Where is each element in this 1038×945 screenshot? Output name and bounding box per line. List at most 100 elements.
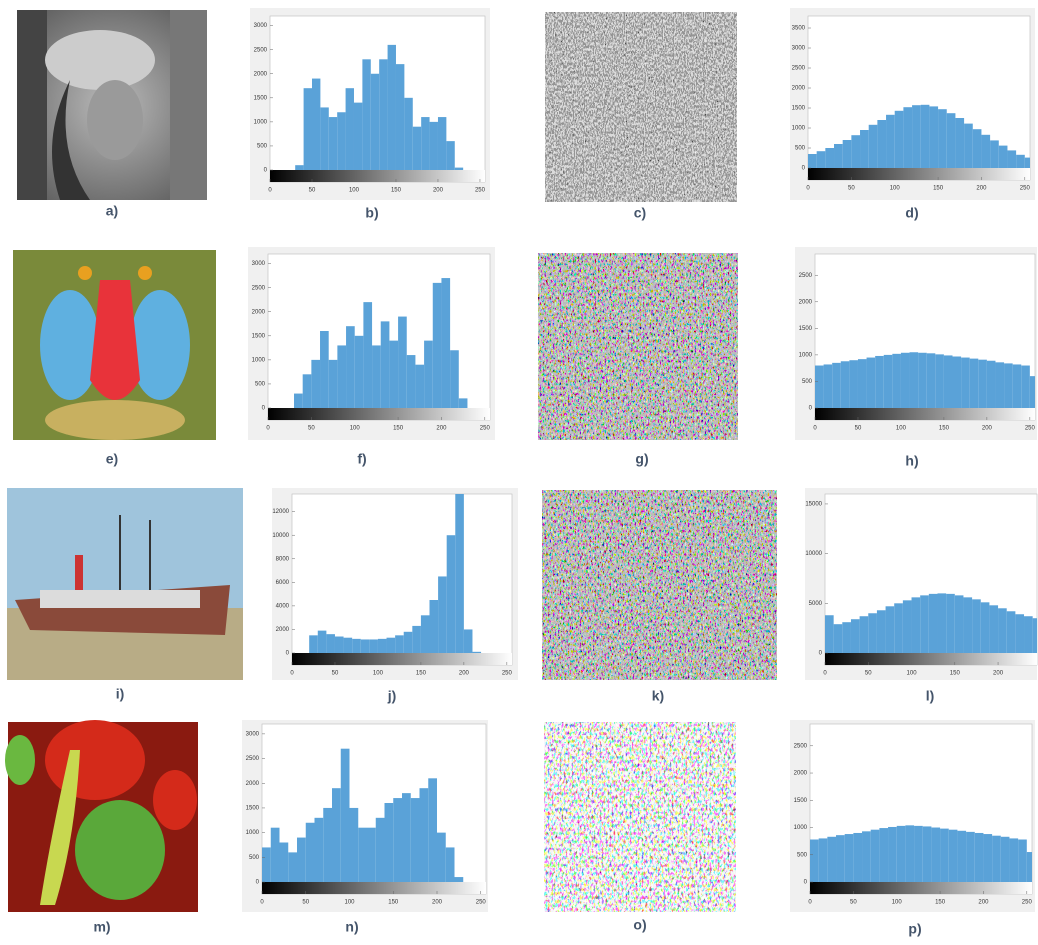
y-tick-label: 8000 — [276, 556, 290, 562]
x-tick-label: 250 — [502, 671, 513, 677]
y-tick-label: 1000 — [252, 357, 266, 363]
bar — [295, 165, 303, 170]
bar — [905, 825, 914, 882]
bar — [938, 109, 947, 168]
bar — [315, 818, 324, 882]
bar — [989, 605, 998, 653]
bar — [853, 833, 862, 882]
x-tick-label: 250 — [475, 188, 486, 194]
bar — [361, 639, 370, 653]
caption: b) — [365, 205, 378, 221]
bar — [329, 117, 337, 170]
bar — [877, 120, 886, 168]
bar — [808, 154, 817, 168]
y-tick-label: 1500 — [254, 95, 268, 101]
bar — [817, 151, 826, 168]
bar — [819, 838, 828, 882]
bar — [868, 613, 877, 653]
y-tick-label: 1500 — [252, 333, 266, 339]
bar — [1007, 150, 1016, 168]
bar — [843, 140, 852, 168]
bar — [990, 140, 999, 168]
y-tick-label: 10000 — [272, 533, 289, 539]
image-encrypted-baboon — [538, 253, 738, 440]
bar — [346, 326, 355, 408]
y-tick-label: 3000 — [252, 261, 266, 267]
bar — [1024, 616, 1033, 653]
caption: l) — [926, 688, 935, 704]
bar — [420, 788, 429, 882]
x-tick-label: 50 — [308, 426, 315, 432]
caption: e) — [106, 451, 118, 467]
image-boat — [7, 488, 243, 680]
bar — [1025, 158, 1030, 168]
bar — [337, 112, 345, 170]
x-tick-label: 100 — [890, 186, 901, 192]
bar — [987, 361, 996, 408]
bar — [935, 354, 944, 408]
bar — [341, 749, 350, 882]
x-tick-label: 250 — [1020, 186, 1031, 192]
x-tick-label: 50 — [855, 426, 862, 432]
gray-strip — [810, 882, 1032, 894]
y-tick-label: 1000 — [792, 126, 806, 132]
y-tick-label: 3500 — [792, 26, 806, 32]
bar — [369, 639, 378, 653]
bar — [407, 355, 416, 408]
bar — [398, 317, 407, 408]
bar — [825, 148, 834, 168]
bar — [875, 356, 884, 408]
bar — [940, 829, 949, 882]
bar — [964, 124, 973, 168]
y-tick-label: 12000 — [272, 509, 289, 515]
bar — [827, 837, 836, 882]
y-tick-label: 3000 — [792, 46, 806, 52]
bar — [903, 600, 912, 653]
bar — [344, 638, 353, 653]
y-tick-label: 2000 — [252, 309, 266, 315]
bar — [1013, 364, 1022, 408]
bar — [824, 364, 833, 408]
bar — [858, 359, 867, 408]
x-tick-label: 150 — [393, 426, 404, 432]
y-tick-label: 2500 — [792, 66, 806, 72]
bar — [955, 595, 964, 653]
bar — [404, 98, 412, 170]
bar — [446, 847, 455, 882]
y-tick-label: 1500 — [794, 798, 808, 804]
gray-strip — [270, 170, 485, 182]
bar — [318, 631, 327, 653]
y-tick-label: 1000 — [794, 825, 808, 831]
bar — [901, 353, 910, 408]
gray-strip — [808, 168, 1030, 180]
histogram: 05001000150020002500050100150200250 — [795, 247, 1037, 440]
y-tick-label: 6000 — [276, 580, 290, 586]
gray-strip — [292, 653, 512, 665]
bar — [433, 283, 442, 408]
caption: j) — [387, 688, 397, 704]
bar — [1009, 838, 1018, 882]
bar — [886, 115, 895, 168]
histogram: 0200040006000800010000120000501001502002… — [272, 488, 518, 680]
y-tick-label: 2500 — [246, 756, 260, 762]
bar — [869, 125, 878, 168]
bar — [354, 103, 362, 170]
bar — [404, 632, 413, 653]
figure: a)b)c)d)e)f)g)h)i)j)k)l)m)n)o)p)05001000… — [0, 0, 1038, 940]
bar — [888, 827, 897, 882]
bar — [326, 634, 335, 653]
bar — [388, 45, 396, 170]
bar — [910, 352, 919, 408]
bar — [912, 105, 921, 168]
bar — [871, 830, 880, 882]
bar — [851, 135, 860, 168]
bar — [999, 146, 1008, 168]
bar — [376, 818, 385, 882]
bar — [841, 361, 850, 408]
y-tick-label: 1000 — [254, 119, 268, 125]
y-tick-label: 500 — [255, 382, 266, 388]
bar — [446, 141, 454, 170]
